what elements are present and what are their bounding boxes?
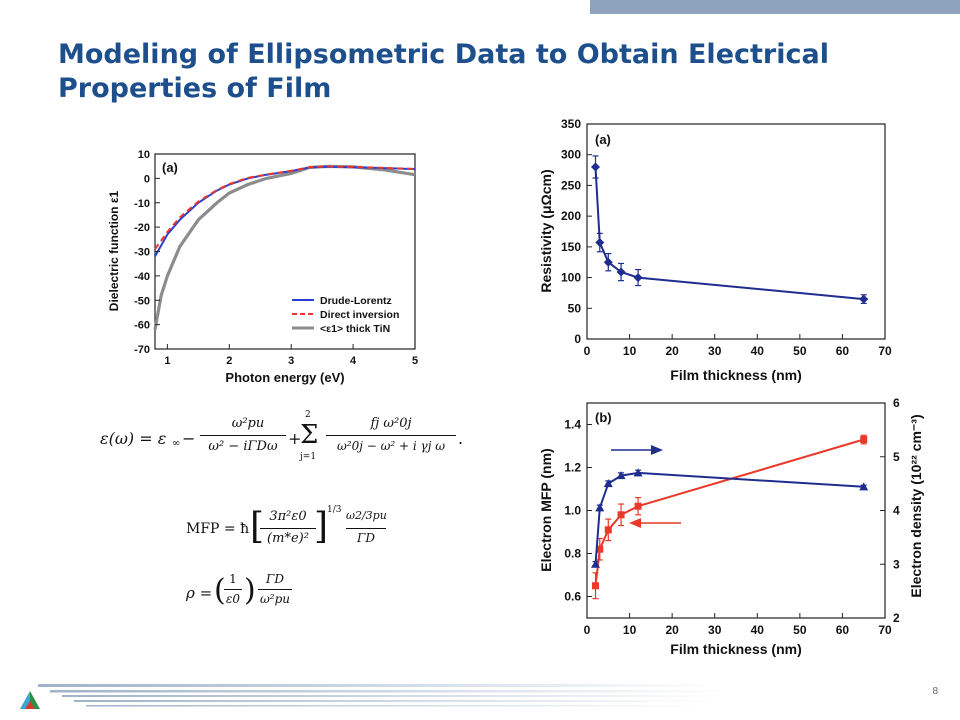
x-tick-label: 50: [793, 344, 807, 358]
x-tick-label: 60: [836, 623, 850, 637]
x-axis-label: Photon energy (eV): [225, 370, 344, 385]
x-tick-label: 50: [793, 623, 807, 637]
x-tick-label: 1: [164, 355, 170, 367]
x-tick-label: 5: [412, 355, 418, 367]
footer-decoration: [38, 684, 730, 707]
data-point-square: [860, 436, 868, 444]
y-right-tick-label: 3: [893, 557, 900, 571]
data-point-triangle: [859, 482, 869, 491]
y-tick-label: 0: [574, 332, 581, 346]
data-point: [603, 257, 613, 267]
x-tick-label: 30: [708, 623, 722, 637]
x-tick-label: 20: [665, 623, 679, 637]
legend: Drude-Lorentz Direct inversion <ε1> thick …: [292, 295, 399, 335]
series-line-direct-inversion: [154, 165, 416, 250]
data-point-triangle: [603, 479, 613, 488]
arrow-to-right-axis: [611, 445, 663, 455]
legend-label: Drude-Lorentz: [320, 295, 392, 307]
data-point-triangle: [616, 471, 626, 480]
mfp-density-chart: 0 10 20 30 40 50 60 70 0.6 0.8 1.0 1.2 1.4 2 3 4 5 6 (b…: [538, 396, 924, 657]
resistivity-chart: 0 10 20 30 40 50 60 70 0 50 100 150 200 250 300 350 (a…: [538, 117, 892, 383]
y-axis-label: Resistivity (μΩcm): [538, 169, 554, 292]
y-tick-label: -20: [134, 222, 150, 234]
x-tick-label: 0: [584, 623, 591, 637]
x-tick-label: 10: [623, 344, 637, 358]
page-number: 8: [932, 686, 938, 697]
y-left-tick-label: 1.4: [564, 418, 581, 432]
y-tick-label: -60: [134, 320, 150, 332]
data-point: [616, 267, 626, 277]
y-tick-label: 350: [561, 117, 581, 131]
y-tick-label: 200: [561, 209, 581, 223]
series-line-drude-lorentz: [154, 165, 416, 257]
data-point-square: [596, 545, 604, 553]
x-tick-label: 20: [665, 344, 679, 358]
y-right-tick-label: 6: [893, 396, 900, 410]
data-point-square: [617, 511, 625, 519]
data-point-square: [604, 526, 612, 534]
y-axis-label: Dielectric function ε1: [107, 190, 121, 311]
y-tick-label: 10: [138, 149, 150, 161]
x-tick-label: 60: [836, 344, 850, 358]
data-point: [633, 273, 643, 283]
dielectric-equation: ε(ω) = ε ∞ − ω²pu ω² − iΓDω + 2 Σ j=1 fj…: [100, 410, 464, 462]
mfp-equation: MFP = ħ [ 3π²ε0 (m*e)² ] 1/3 ω2/3pu ΓD: [186, 505, 387, 547]
panel-label: (a): [595, 132, 611, 147]
arrow-to-left-axis: [629, 518, 681, 528]
x-tick-label: 70: [878, 344, 892, 358]
y-tick-label: -70: [134, 344, 150, 356]
y-tick-label: 50: [568, 301, 582, 315]
x-tick-label: 3: [288, 355, 294, 367]
slide-title: Modeling of Ellipsometric Data to Obtain…: [58, 39, 829, 104]
legend-label: <ε1> thick TiN: [320, 323, 390, 335]
top-accent-band: [590, 0, 960, 14]
y-left-tick-label: 1.2: [564, 461, 581, 475]
y-tick-label: -30: [134, 247, 150, 259]
y-right-tick-label: 5: [893, 450, 900, 464]
y-tick-label: 0: [144, 173, 150, 185]
x-tick-label: 0: [584, 344, 591, 358]
y-left-tick-label: 1.0: [564, 504, 581, 518]
series-line-mfp: [594, 438, 864, 586]
data-point: [591, 162, 601, 172]
y-axis-right-label: Electron density (10²² cm⁻³): [908, 414, 924, 597]
y-right-tick-label: 4: [893, 504, 900, 518]
y-tick-label: 150: [561, 240, 581, 254]
y-tick-label: -50: [134, 295, 150, 307]
x-tick-label: 40: [751, 623, 765, 637]
x-tick-label: 2: [226, 355, 232, 367]
y-tick-label: 300: [561, 148, 581, 162]
resistivity-equation: ρ = ( 1 ε0 ) ΓD ω²pu: [186, 572, 292, 608]
data-point: [859, 294, 869, 304]
x-axis-label: Film thickness (nm): [670, 641, 801, 657]
y-tick-label: -10: [134, 198, 150, 210]
dielectric-function-chart: 1 2 3 4 5 10 0 -10 -20 -30 -40 -50 -60 -70 (a) Photo…: [107, 149, 418, 385]
y-left-tick-label: 0.8: [564, 547, 581, 561]
x-tick-label: 70: [878, 623, 892, 637]
y-left-tick-label: 0.6: [564, 590, 581, 604]
x-tick-label: 30: [708, 344, 722, 358]
data-point-triangle: [633, 468, 643, 477]
plot-frame: [586, 123, 886, 340]
data-point-square: [634, 502, 642, 510]
y-axis-left-label: Electron MFP (nm): [538, 448, 554, 571]
x-tick-label: 4: [350, 355, 357, 367]
y-tick-label: 250: [561, 178, 581, 192]
data-point: [595, 238, 605, 248]
legend-label: Direct inversion: [320, 309, 399, 321]
panel-label: (a): [162, 160, 178, 175]
x-tick-label: 10: [623, 623, 637, 637]
data-point-triangle: [591, 559, 601, 568]
series-line-density: [594, 471, 864, 565]
y-tick-label: 100: [561, 271, 581, 285]
panel-label: (b): [595, 410, 612, 425]
data-point-triangle: [595, 503, 605, 512]
x-axis-label: Film thickness (nm): [670, 367, 801, 383]
y-tick-label: -40: [134, 271, 150, 283]
series-line-resistivity: [594, 166, 864, 301]
logo-icon: [20, 691, 40, 709]
data-point-square: [592, 582, 600, 590]
x-tick-label: 40: [751, 344, 765, 358]
y-right-tick-label: 2: [893, 611, 900, 625]
